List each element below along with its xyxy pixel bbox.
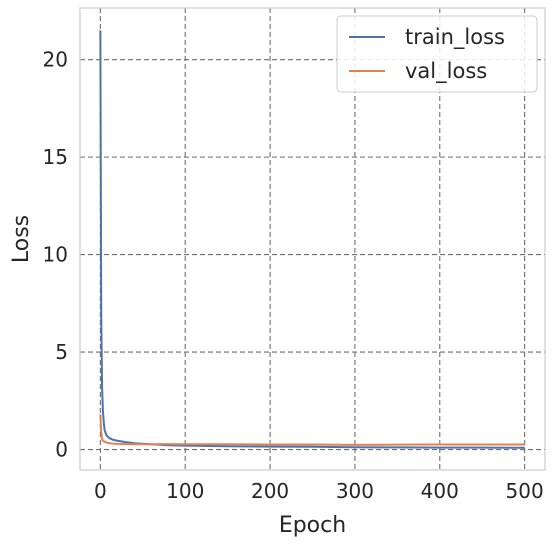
y-tick-label: 15 [43, 145, 68, 169]
x-tick-label: 100 [166, 479, 204, 503]
y-tick-label: 10 [43, 243, 68, 267]
x-tick-label: 500 [506, 479, 544, 503]
y-axis-label: Loss [9, 215, 34, 263]
x-axis-label: Epoch [279, 513, 346, 538]
plot-frame [79, 7, 546, 471]
x-tick-label: 200 [251, 479, 289, 503]
x-tick-label: 300 [336, 479, 374, 503]
series-line-val-loss [99, 414, 525, 446]
data-series [99, 30, 525, 449]
x-tick-label: 400 [421, 479, 459, 503]
tick-labels: 0 100 200 300 400 500 0 5 10 15 20 [43, 48, 544, 503]
x-tick-label: 0 [94, 479, 107, 503]
y-tick-label: 0 [55, 438, 68, 462]
legend-label-train-loss: train_loss [405, 25, 505, 50]
legend-label-val-loss: val_loss [405, 59, 487, 84]
y-tick-label: 5 [55, 340, 68, 364]
legend-box [336, 15, 538, 93]
y-tick-label: 20 [43, 48, 68, 72]
legend: train_loss val_loss [336, 15, 538, 93]
